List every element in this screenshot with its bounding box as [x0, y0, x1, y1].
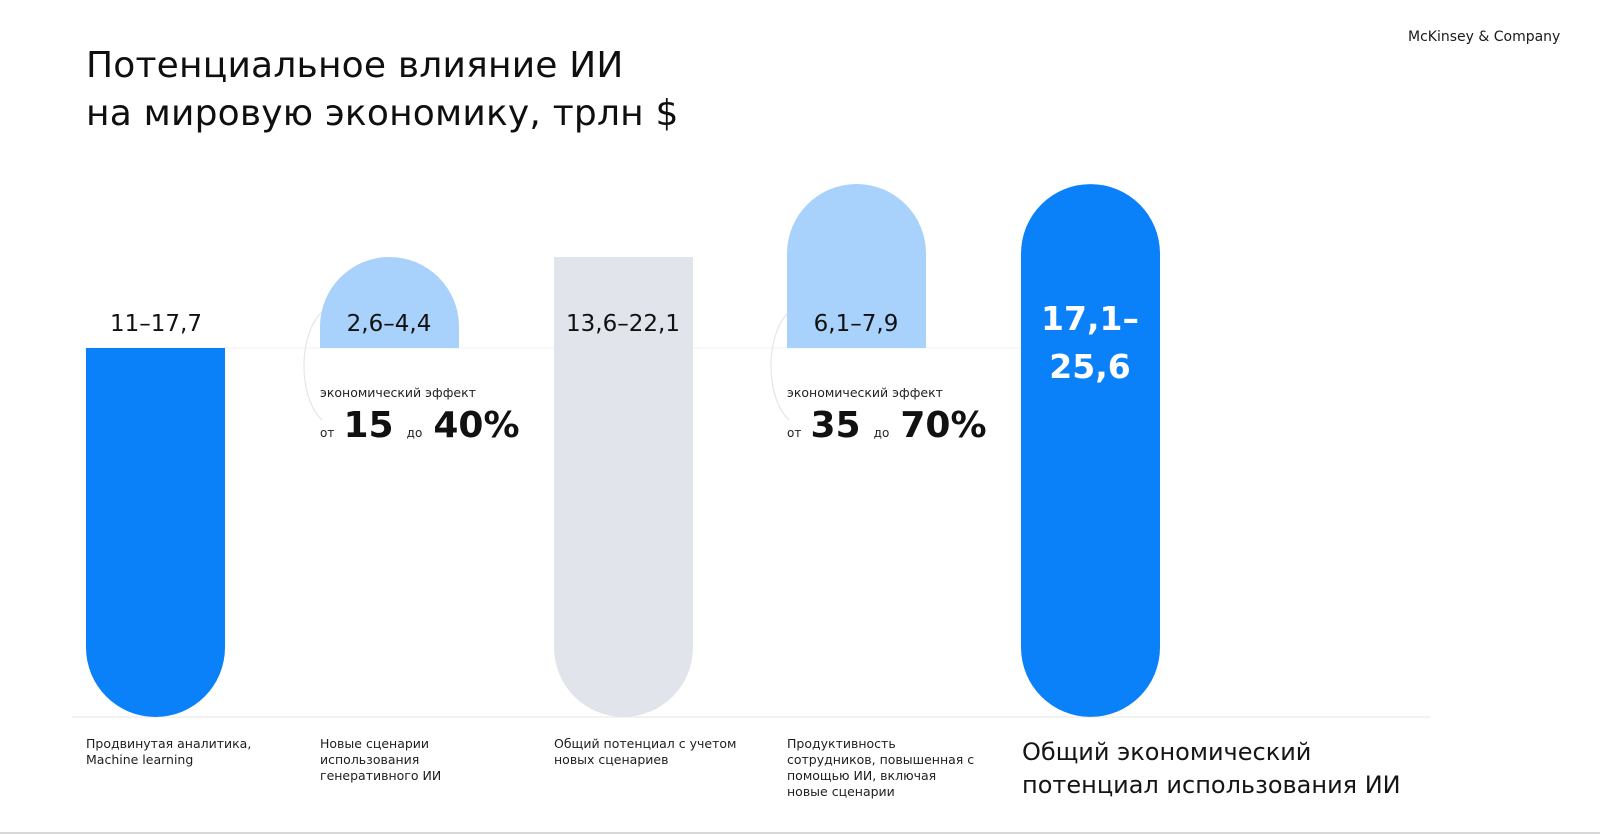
effect-arc-1	[303, 311, 323, 421]
effect-range-2: от 35 до 70%	[787, 405, 987, 446]
effect-to-word-1: до	[407, 426, 423, 440]
effect-arc-2	[770, 311, 790, 421]
data-label-4: 6,1–7,9	[814, 311, 899, 337]
data-label-2: 2,6–4,4	[347, 311, 432, 337]
effect-from-1: 15	[343, 405, 393, 446]
page-title: Потенциальное влияние ИИ на мировую экон…	[86, 42, 679, 138]
title-line-1: Потенциальное влияние ИИ	[86, 45, 624, 86]
category-label-5: Общий экономический потенциал использова…	[1022, 738, 1401, 799]
effect-range-1: от 15 до 40%	[320, 405, 520, 446]
bar-grand-total	[1021, 184, 1160, 717]
effect-to-2: 70%	[900, 405, 986, 446]
effect-from-word-1: от	[320, 426, 334, 440]
effect-to-word-2: до	[874, 426, 890, 440]
bottom-rule	[0, 832, 1600, 834]
bar-new-genai-scenarios	[320, 257, 459, 348]
effect-caption-2: экономический эффект	[787, 385, 943, 400]
effect-caption-1: экономический эффект	[320, 385, 476, 400]
data-label-5-line2: 25,6	[1049, 347, 1130, 386]
data-label-5-line1: 17,1–	[1041, 299, 1139, 338]
bar-total-with-scenarios	[554, 257, 693, 717]
effect-from-2: 35	[810, 405, 860, 446]
brand-logo-text: McKinsey & Company	[1408, 29, 1561, 45]
effect-from-word-2: от	[787, 426, 801, 440]
title-line-2: на мировую экономику, трлн $	[86, 93, 679, 134]
effect-to-1: 40%	[433, 405, 519, 446]
category-label-1: Продвинутая аналитика, Machine learning	[86, 736, 252, 767]
category-label-3: Общий потенциал с учетом новых сценариев	[554, 736, 737, 767]
category-label-2: Новые сценарии использования генеративно…	[320, 736, 442, 783]
data-label-3: 13,6–22,1	[566, 311, 680, 337]
bar-advanced-analytics	[86, 348, 225, 718]
category-label-4: Продуктивность сотрудников, повышенная с…	[787, 736, 975, 799]
bar-employee-productivity	[787, 184, 926, 348]
data-label-1: 11–17,7	[110, 311, 202, 337]
